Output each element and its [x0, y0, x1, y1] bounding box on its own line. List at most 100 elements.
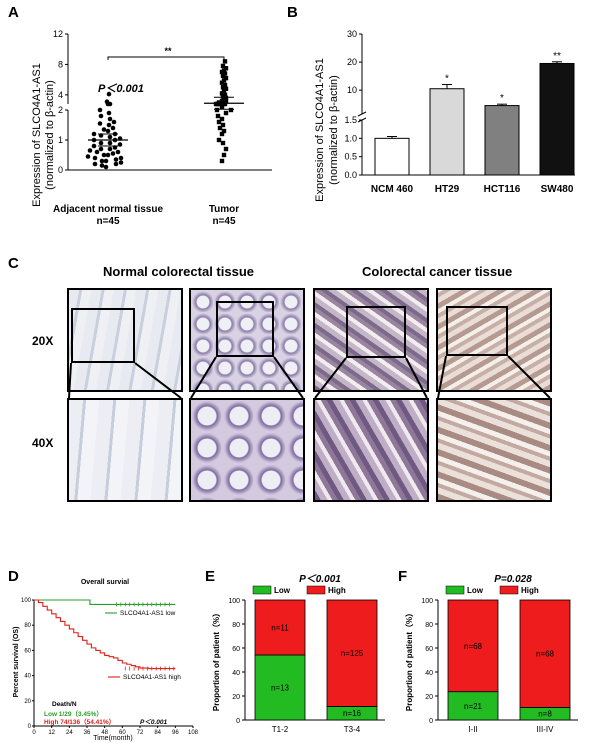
a-point-normal	[106, 91, 112, 97]
panel-b-axis: 10 20 30 0.0 0.5 1.0 1.5	[344, 29, 575, 180]
f-ytick-label: 0	[429, 718, 433, 725]
d-ytick-label: 60	[24, 648, 31, 654]
micrograph-cancer-2-20x	[436, 288, 552, 392]
f-bar-high-0	[447, 599, 499, 693]
a-point-normal	[98, 140, 104, 146]
a-ytick-label: 8	[58, 59, 63, 69]
a-point-normal	[111, 119, 117, 125]
panel-e-stacked-bar-chart: P＜0.001 Low High Proportion of patient（%） 0 2…	[211, 574, 385, 734]
panel-a-ylabel-2: (normalized to β-actin)	[44, 80, 56, 190]
panel-d-pvalue: P＜0.001	[140, 718, 167, 726]
d-xtick-label: 36	[84, 730, 91, 736]
f-label-low-0: n=21	[464, 702, 483, 711]
f-bar-low-0	[447, 691, 499, 721]
b-ytick-label: 0.0	[344, 170, 357, 180]
a-point-normal	[99, 163, 105, 168]
e-legend-low-label: Low	[274, 586, 291, 595]
e-label-low-1: n=16	[343, 709, 362, 718]
a-point-tumor	[222, 92, 228, 98]
e-ytick-label: 60	[232, 646, 240, 653]
a-point-normal	[110, 125, 116, 131]
f-ytick-label: 20	[425, 694, 433, 701]
a-point-tumor	[222, 71, 228, 76]
panel-d-title: Overall survial	[81, 579, 129, 586]
d-xtick-label: 60	[119, 730, 126, 736]
a-point-tumor	[213, 101, 219, 107]
a-point-tumor	[222, 82, 228, 88]
inset-box-4	[446, 306, 508, 356]
a-ytick-label: 12	[53, 29, 63, 39]
e-pvalue: P＜0.001	[299, 574, 341, 585]
panel-d-high-stat: High 74/136（54.41%）	[44, 718, 115, 726]
f-category-label: III-IV	[537, 725, 555, 734]
a-point-normal	[105, 152, 111, 158]
a-point-tumor	[221, 128, 227, 134]
f-legend-high-swatch	[499, 585, 519, 595]
e-legend-high-label: High	[328, 586, 346, 595]
micrograph-normal-1-40x	[67, 398, 183, 502]
d-xtick-label: 0	[32, 730, 36, 736]
b-break-1	[357, 111, 367, 117]
a-point-normal	[98, 146, 104, 152]
panel-c-row-40x: 40X	[32, 436, 54, 450]
panel-c-title-normal: Normal colorectal tissue	[103, 264, 254, 279]
panel-letter-b: B	[287, 4, 298, 21]
e-category-label: T1-2	[272, 725, 289, 734]
a-point-tumor	[219, 116, 225, 122]
panel-a-group1-n: n=45	[96, 216, 120, 227]
micrograph-normal-1-20x	[67, 288, 183, 392]
micrograph-normal-2-20x	[189, 288, 305, 392]
a-point-normal	[87, 148, 93, 153]
d-ytick-label: 100	[21, 598, 32, 604]
e-label-low-0: n=13	[271, 683, 290, 692]
a-point-tumor	[216, 100, 222, 105]
a-point-tumor	[219, 91, 225, 96]
a-point-normal	[91, 131, 97, 137]
b-ytick-label: 1.0	[344, 133, 357, 143]
panel-b-bar-chart: Expression of SLCO4A1-AS1 (normalized to…	[314, 29, 575, 202]
a-point-normal	[92, 161, 98, 167]
panel-a-group1-label: Adjacent normal tissue	[53, 204, 163, 215]
a-point-tumor	[219, 158, 225, 164]
panel-b-ylabel-1: Expression of SLCO4A1-AS1	[314, 58, 326, 202]
a-point-tumor	[219, 80, 225, 85]
a-point-normal	[105, 128, 111, 134]
a-point-normal	[104, 99, 110, 105]
f-legend-low-label: Low	[467, 586, 484, 595]
a-point-tumor	[220, 73, 226, 79]
micrograph-normal-2-40x	[189, 398, 305, 502]
a-ytick-label: 0	[58, 165, 63, 175]
inset-box-2	[216, 301, 274, 357]
a-point-normal	[107, 146, 113, 152]
e-label-high-0: n=11	[271, 623, 289, 632]
a-point-normal	[118, 155, 124, 161]
b-ytick-label: 0.5	[344, 152, 357, 162]
a-point-tumor	[221, 68, 227, 73]
a-point-normal	[85, 154, 91, 159]
a-point-normal	[101, 127, 107, 132]
a-point-normal	[99, 158, 105, 164]
a-point-normal	[97, 121, 103, 126]
panel-a-scatter-chart: Expression of SLCO4A1-AS1 (normalized to…	[31, 29, 272, 227]
d-xtick-label: 108	[188, 730, 199, 736]
a-ytick-label: 2	[58, 105, 63, 115]
b-star: *	[500, 93, 504, 104]
panel-letter-e: E	[205, 568, 216, 585]
panel-c-title-cancer: Colorectal cancer tissue	[362, 264, 513, 279]
a-point-tumor	[215, 113, 221, 119]
a-point-normal	[118, 160, 124, 165]
f-label-low-1: n=8	[538, 710, 552, 719]
b-bar-2	[484, 105, 520, 176]
e-label-high-1: n=125	[341, 649, 364, 658]
a-point-tumor	[223, 146, 229, 152]
panel-letter-d: D	[8, 568, 19, 585]
b-ytick-label: 20	[347, 57, 357, 67]
panel-a-significance: **	[164, 46, 172, 56]
a-point-tumor	[214, 107, 220, 113]
e-ylabel: Proportion of patient（%）	[211, 609, 221, 711]
a-point-normal	[117, 142, 123, 147]
d-ytick-label: 80	[24, 623, 31, 629]
f-ytick-label: 100	[421, 598, 433, 605]
e-bar-low-0	[254, 654, 306, 721]
f-ylabel: Proportion of patient（%）	[404, 609, 414, 711]
